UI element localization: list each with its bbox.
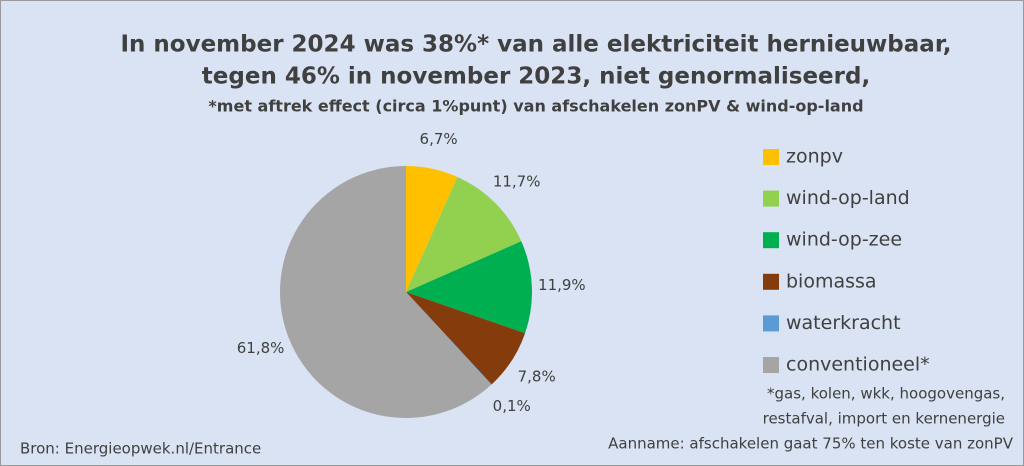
legend-swatch [763, 232, 779, 249]
legend-swatch [763, 149, 779, 165]
legend-swatch [763, 357, 779, 373]
pie-slice [406, 177, 522, 292]
data-label: 0,1% [493, 397, 531, 415]
data-label: 6,7% [420, 130, 458, 148]
legend-swatch [763, 315, 779, 332]
legend-label: wind-op-zee [786, 229, 902, 251]
legend-label: zonpv [786, 146, 843, 168]
data-label: 11,9% [538, 276, 586, 294]
chart-title: tegen 46% in november 2023, niet genorma… [202, 64, 870, 90]
legend-swatch [763, 190, 779, 207]
chart-title: In november 2024 was 38%* van alle elekt… [120, 32, 951, 58]
pie-slice [406, 166, 458, 292]
data-label: 61,8% [237, 339, 285, 357]
source: Bron: Energieopwek.nl/Entrance [20, 440, 261, 458]
note: restafval, import en kernenergie [763, 410, 1005, 428]
pie-slice [406, 292, 492, 385]
legend-label: wind-op-land [786, 187, 910, 209]
legend-swatch [763, 273, 779, 290]
legend-label: waterkracht [786, 312, 901, 334]
legend-label: biomassa [786, 270, 877, 292]
pie-slice [406, 241, 532, 334]
note: *gas, kolen, wkk, hoogovengas, [767, 385, 1005, 403]
legend-label: conventioneel* [786, 354, 930, 376]
pie-slice [406, 292, 526, 385]
data-label: 7,8% [518, 368, 556, 386]
data-label: 11,7% [493, 173, 541, 191]
note: Aanname: afschakelen gaat 75% ten koste … [608, 435, 1014, 453]
pie-slice [280, 166, 492, 418]
chart-subtitle: *met aftrek effect (circa 1%punt) van af… [208, 97, 863, 116]
